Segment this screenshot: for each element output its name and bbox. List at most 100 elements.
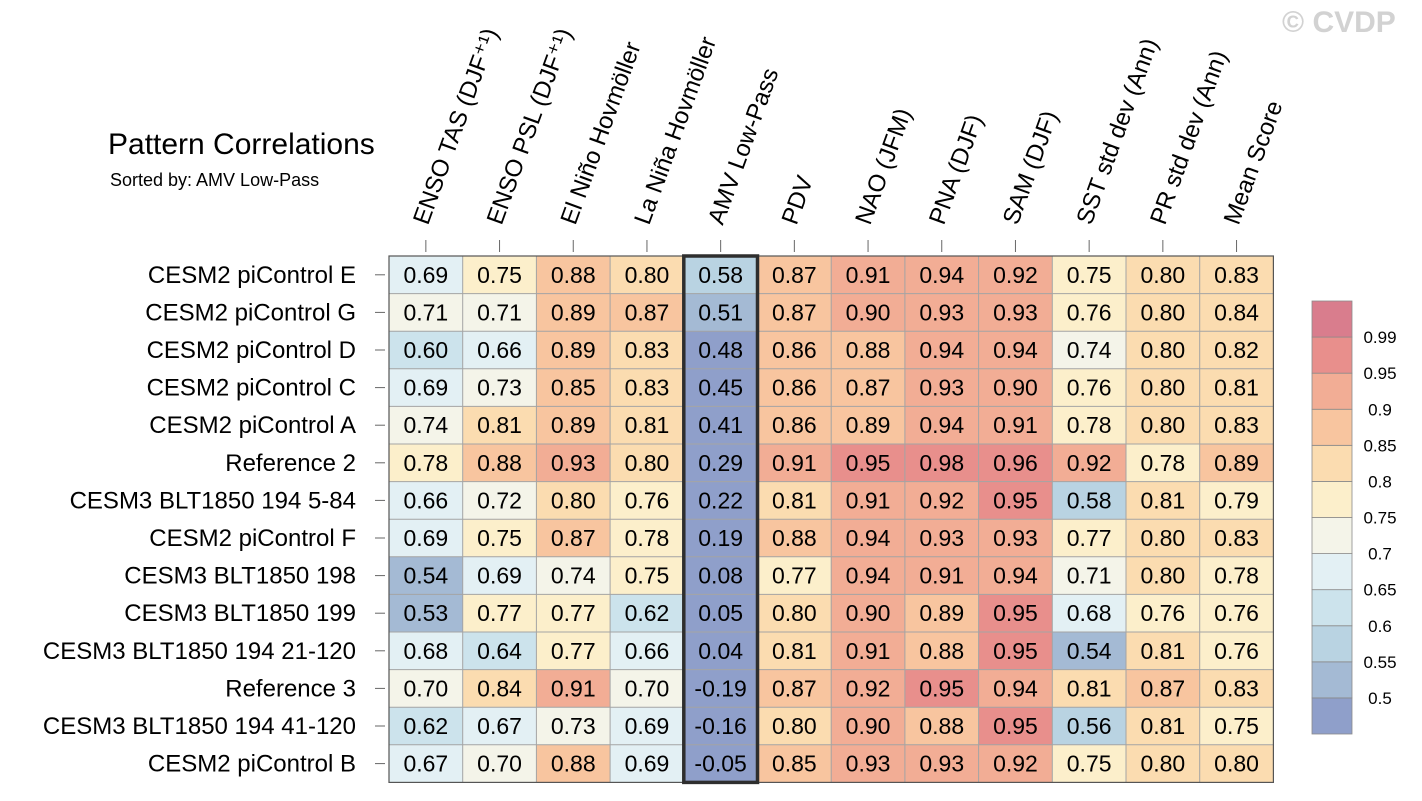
cell-value: 0.78	[1214, 563, 1259, 589]
cell-value: 0.81	[772, 487, 817, 513]
heatmap-cell	[757, 368, 832, 407]
cell-value: 0.81	[1067, 675, 1112, 701]
cell-value: 0.75	[477, 262, 522, 288]
cell-value: 0.80	[1140, 375, 1185, 401]
cell-value: 0.77	[551, 638, 596, 664]
cell-value: 0.96	[993, 450, 1038, 476]
heatmap-cell	[757, 669, 832, 708]
heatmap-cell	[462, 331, 537, 369]
heatmap-cell	[536, 331, 611, 369]
cell-value: 0.83	[625, 337, 670, 363]
heatmap-cell	[683, 556, 758, 595]
column-label-pr-std-dev-ann: PR std dev (Ann)	[1145, 47, 1233, 228]
cell-value: 0.67	[403, 751, 448, 777]
colorbar-tick-label: 0.55	[1363, 653, 1396, 672]
cell-value: 0.54	[1067, 638, 1112, 664]
cell-value: 0.91	[993, 412, 1038, 438]
cell-value: 0.87	[772, 299, 817, 325]
cell-value: 0.89	[846, 412, 891, 438]
sorted-column-highlight	[682, 254, 760, 785]
cell-value: 0.69	[403, 375, 448, 401]
heatmap-cell	[978, 556, 1053, 595]
cell-value: 0.95	[993, 600, 1038, 626]
colorbar: 0.5 0.55 0.6 0.65 0.7 0.75 0.8 0.85 0.9 0.95 0.99	[1311, 300, 1397, 735]
cell-value: 0.91	[846, 487, 891, 513]
heatmap-cell	[389, 556, 463, 595]
cell-value: 0.62	[403, 713, 448, 739]
row-label-cesm3-blt1850-198: CESM3 BLT1850 198	[124, 563, 356, 590]
cell-value: 0.82	[1214, 337, 1259, 363]
cell-value: 0.88	[919, 638, 964, 664]
heatmap-cell	[462, 519, 537, 557]
cell-value: 0.89	[1214, 450, 1259, 476]
row-label-reference-2: Reference 2	[225, 450, 356, 477]
cell-value: 0.91	[846, 262, 891, 288]
cell-value: 0.83	[1214, 525, 1259, 551]
cell-value: 0.48	[698, 337, 743, 363]
cell-value: 0.76	[625, 487, 670, 513]
heatmap-cell	[683, 444, 758, 482]
heatmap-cell	[831, 368, 905, 407]
cell-value: 0.91	[772, 450, 817, 476]
heatmap-cell	[462, 293, 537, 332]
heatmap-cell	[1199, 632, 1274, 670]
heatmap-cell	[757, 331, 832, 369]
copyright-watermark: © CVDP	[1282, 6, 1396, 39]
heatmap-cell	[536, 744, 611, 783]
cell-value: 0.92	[1067, 450, 1112, 476]
cell-value: 0.80	[1140, 751, 1185, 777]
heatmap-cell	[536, 594, 611, 632]
heatmap-cell	[462, 669, 537, 708]
heatmap-cell	[1199, 406, 1274, 444]
cell-value: 0.81	[1140, 638, 1185, 664]
heatmap-cell	[610, 707, 684, 745]
heatmap-cell	[610, 256, 684, 294]
cell-value: 0.77	[477, 600, 522, 626]
row-label-cesm2-picontrol-a: CESM2 piControl A	[149, 412, 356, 439]
heatmap-cell	[462, 256, 537, 294]
heatmap-cell	[978, 256, 1053, 294]
row-label-cesm2-picontrol-d: CESM2 piControl D	[147, 337, 356, 364]
heatmap-cell	[1052, 444, 1126, 482]
heatmap-cell	[978, 444, 1053, 482]
cell-value: 0.22	[698, 487, 743, 513]
row-label-reference-3: Reference 3	[225, 675, 356, 702]
cell-value: 0.66	[625, 638, 670, 664]
heatmap-cell	[1052, 368, 1126, 407]
heatmap-cell	[757, 256, 832, 294]
column-labels: ENSO TAS (DJF⁺¹)ENSO PSL (DJF⁺¹)El Niño …	[408, 25, 1288, 252]
cell-value: 0.94	[846, 563, 891, 589]
heatmap-cell	[904, 669, 979, 708]
cell-value: 0.90	[846, 713, 891, 739]
heatmap-cell	[978, 406, 1053, 444]
column-label-pdv: PDV	[777, 172, 819, 228]
heatmap-cell	[536, 256, 611, 294]
column-label-la-ni-a-hovm-ller: La Niña Hovmöller	[629, 33, 722, 228]
cell-value: 0.58	[1067, 487, 1112, 513]
heatmap-cell	[683, 519, 758, 557]
cell-value: 0.89	[551, 412, 596, 438]
cell-value: 0.54	[403, 563, 448, 589]
row-label-cesm3-blt1850-194-5-84: CESM3 BLT1850 194 5-84	[70, 487, 356, 514]
row-label-cesm2-picontrol-g: CESM2 piControl G	[145, 299, 356, 326]
heatmap-cell	[389, 594, 463, 632]
cell-value: 0.93	[993, 299, 1038, 325]
cell-value: 0.93	[919, 525, 964, 551]
cell-value: 0.95	[993, 487, 1038, 513]
cell-value: 0.88	[551, 262, 596, 288]
heatmap-cell	[610, 556, 684, 595]
cell-value: 0.70	[477, 751, 522, 777]
cell-value: 0.94	[993, 675, 1038, 701]
cell-value: 0.51	[698, 299, 743, 325]
cell-value: 0.80	[1140, 525, 1185, 551]
cell-value: 0.77	[772, 563, 817, 589]
heatmap-cell	[462, 707, 537, 745]
heatmap-cell	[904, 406, 979, 444]
heatmap-cell	[536, 519, 611, 557]
heatmap-cell	[536, 293, 611, 332]
cell-value: 0.94	[919, 412, 964, 438]
cell-value: 0.80	[1140, 262, 1185, 288]
heatmap-cell	[978, 632, 1053, 670]
heatmap-cell	[757, 293, 832, 332]
row-labels: CESM2 piControl E CESM2 piControl G CESM2 …	[43, 262, 385, 778]
